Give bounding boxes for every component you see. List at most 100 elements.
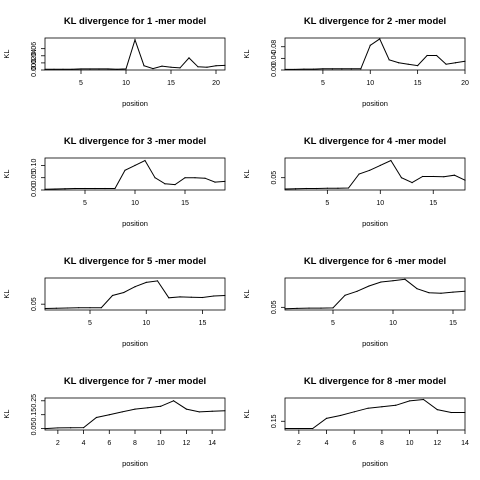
data-point — [464, 290, 466, 292]
data-point — [94, 187, 96, 190]
data-point — [325, 417, 328, 419]
x-tick-label: 14 — [461, 440, 469, 447]
kl-series-line — [284, 159, 466, 190]
data-point — [422, 398, 425, 401]
data-point — [368, 285, 370, 287]
data-point — [89, 307, 91, 309]
data-point — [367, 407, 369, 409]
y-tick-label: 0.02 — [31, 56, 38, 70]
data-point — [44, 428, 46, 430]
data-point — [464, 179, 466, 181]
y-tick-label: 0.00 — [31, 63, 38, 77]
data-point — [435, 54, 438, 57]
data-point — [179, 296, 181, 298]
data-point — [111, 294, 114, 297]
data-point — [320, 307, 322, 309]
data-point — [197, 66, 199, 68]
data-point — [305, 187, 307, 190]
x-tick-label: 10 — [376, 200, 384, 207]
panel-title: KL divergence for 5 -mer model — [64, 256, 206, 267]
data-point — [108, 414, 110, 416]
panel-title: KL divergence for 7 -mer model — [64, 376, 206, 387]
data-point — [353, 411, 355, 413]
data-point — [379, 164, 381, 166]
x-tick-label: 14 — [208, 440, 216, 447]
panel-title: KL divergence for 6 -mer model — [304, 256, 446, 267]
x-tick-label: 20 — [461, 80, 469, 87]
y-tick-label: 0.05 — [271, 171, 278, 185]
data-point — [134, 39, 136, 41]
x-tick-label: 10 — [389, 320, 397, 327]
x-tick-label: 6 — [352, 440, 356, 447]
data-point — [312, 68, 315, 70]
data-point — [284, 68, 286, 71]
plot-frame — [44, 397, 226, 431]
data-point — [369, 169, 371, 171]
data-point — [80, 68, 82, 70]
y-tick-label: 0.15 — [31, 408, 38, 422]
data-point — [154, 177, 156, 179]
data-point — [145, 281, 147, 283]
data-point — [409, 400, 411, 402]
data-point — [344, 294, 346, 296]
data-point — [395, 404, 397, 406]
data-point — [322, 68, 324, 70]
data-point — [174, 183, 176, 186]
x-tick-label: 5 — [321, 80, 325, 87]
data-point — [224, 64, 226, 66]
x-tick-label: 15 — [199, 320, 207, 327]
data-point — [124, 169, 126, 171]
data-point — [400, 177, 403, 179]
data-point — [316, 187, 318, 190]
data-point — [170, 66, 172, 68]
panel-title: KL divergence for 8 -mer model — [304, 376, 446, 387]
x-tick-label: 5 — [331, 320, 335, 327]
data-point — [64, 188, 66, 190]
data-point — [70, 427, 72, 429]
data-point — [84, 187, 86, 190]
data-point — [89, 68, 91, 70]
kl-series-line — [284, 278, 466, 310]
data-point — [356, 290, 358, 292]
panel-title: KL divergence for 4 -mer model — [304, 136, 446, 147]
y-tick-label: 0.06 — [31, 42, 38, 56]
data-point — [74, 187, 76, 190]
x-tick-label: 15 — [181, 200, 189, 207]
data-point — [147, 407, 149, 409]
data-point — [82, 427, 85, 429]
plot-frame — [44, 277, 226, 311]
data-point — [144, 159, 146, 162]
panel-title: KL divergence for 3 -mer model — [64, 136, 206, 147]
x-axis-label: position — [362, 339, 388, 348]
data-point — [296, 307, 298, 309]
data-point — [331, 68, 333, 70]
panel-3: KL divergence for 3 -mer model position KL… — [2, 136, 226, 228]
x-tick-label: 15 — [167, 80, 175, 87]
data-point — [303, 68, 305, 70]
data-point — [294, 188, 297, 190]
data-point — [107, 68, 109, 70]
x-axis-label: position — [362, 219, 388, 228]
data-point — [134, 286, 136, 288]
x-tick-label: 6 — [107, 440, 111, 447]
data-point — [350, 68, 352, 70]
data-point — [464, 60, 466, 62]
x-tick-label: 2 — [56, 440, 60, 447]
y-axis-label: KL — [2, 409, 11, 418]
x-tick-label: 10 — [122, 80, 130, 87]
data-point — [407, 63, 409, 65]
y-axis-label: KL — [2, 49, 11, 58]
data-point — [123, 291, 125, 294]
y-tick-label: 0.15 — [271, 414, 278, 428]
kl-series-line — [44, 400, 226, 430]
data-point — [381, 406, 383, 408]
data-point — [453, 174, 456, 176]
data-point — [369, 44, 371, 46]
plot-frame — [284, 397, 466, 431]
y-axis-label: KL — [242, 169, 251, 178]
x-tick-label: 4 — [82, 440, 86, 447]
data-point — [55, 307, 57, 309]
plot-frame — [284, 277, 466, 311]
y-axis-label: KL — [242, 289, 251, 298]
data-point — [298, 427, 300, 430]
